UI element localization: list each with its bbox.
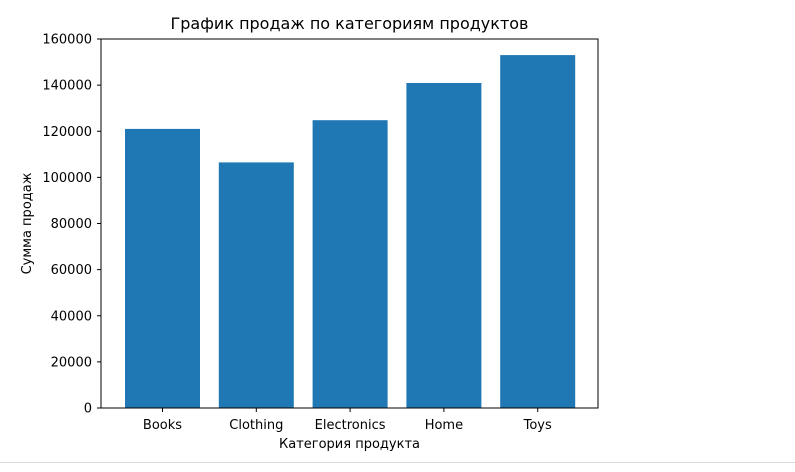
y-axis: 0 20000 40000 60000 80000 100000 120000 140000 1… bbox=[42, 33, 101, 417]
bar-electronics bbox=[312, 120, 388, 408]
y-tick-label: 160000 bbox=[42, 33, 92, 48]
bottom-divider bbox=[0, 462, 795, 463]
x-axis: Books Clothing Electronics Home Toys bbox=[143, 408, 552, 433]
y-axis-title: Сумма продаж bbox=[20, 172, 35, 274]
y-tick-label: 100000 bbox=[42, 171, 92, 186]
bar-home bbox=[406, 83, 482, 408]
bar-toys bbox=[500, 55, 576, 408]
y-tick-label: 40000 bbox=[51, 309, 92, 324]
y-tick-label: 0 bbox=[84, 402, 92, 417]
x-tick-label: Electronics bbox=[315, 418, 386, 433]
x-tick-label: Toys bbox=[523, 418, 552, 433]
y-tick-label: 140000 bbox=[42, 79, 92, 94]
plot-frame bbox=[100, 38, 599, 409]
chart-title: График продаж по категориям продуктов bbox=[171, 14, 529, 33]
y-tick-label: 20000 bbox=[51, 355, 92, 370]
bars-layer bbox=[125, 55, 576, 408]
y-tick-label: 80000 bbox=[51, 217, 92, 232]
x-tick-label: Books bbox=[143, 418, 182, 433]
x-axis-title: Категория продукта bbox=[279, 437, 420, 452]
y-tick-label: 60000 bbox=[51, 263, 92, 278]
bar-clothing bbox=[218, 162, 294, 408]
bar-books bbox=[125, 128, 200, 408]
y-tick-label: 120000 bbox=[42, 125, 92, 140]
x-tick-label: Clothing bbox=[229, 418, 283, 433]
x-tick-label: Home bbox=[425, 418, 463, 433]
